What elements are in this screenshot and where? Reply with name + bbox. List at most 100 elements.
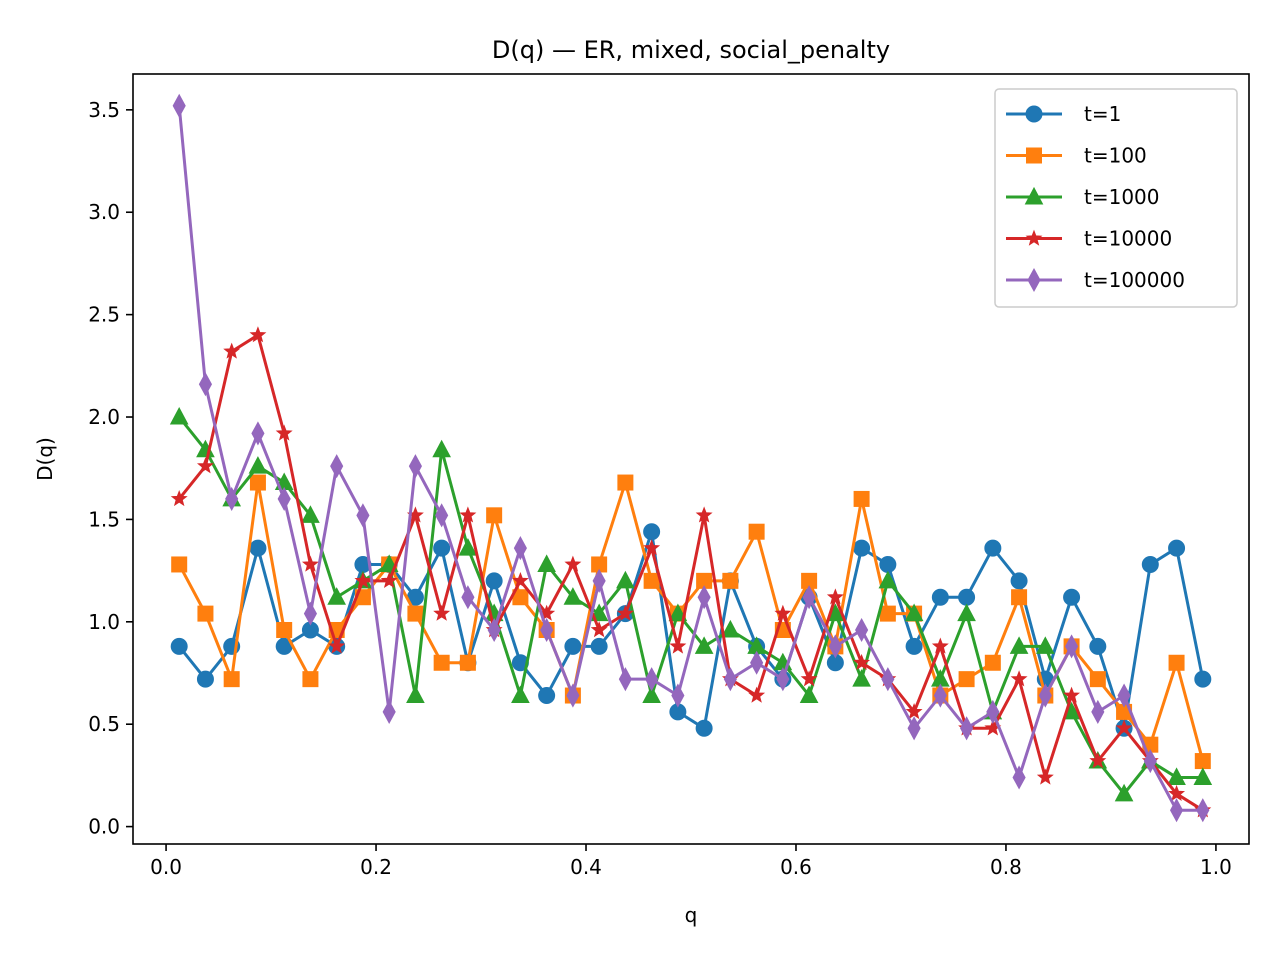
data-point [1036, 768, 1054, 785]
data-point [931, 588, 949, 606]
data-point [197, 605, 214, 622]
data-point [225, 486, 239, 511]
data-point [354, 571, 372, 589]
data-point [172, 93, 186, 118]
data-point [643, 523, 661, 541]
data-point [905, 637, 923, 655]
data-point [432, 439, 451, 458]
data-point [1141, 555, 1159, 573]
legend-marker [1024, 186, 1044, 205]
data-point [931, 637, 949, 654]
data-point [169, 406, 189, 425]
data-point [855, 617, 869, 643]
data-point [407, 605, 424, 622]
data-point [511, 685, 530, 704]
data-point [537, 554, 556, 572]
data-point [590, 621, 608, 638]
y-tick-label: 0.0 [88, 815, 120, 839]
data-point [1065, 634, 1079, 659]
data-point [302, 671, 319, 688]
data-point [487, 617, 501, 643]
data-point [435, 503, 449, 528]
legend-marker [1025, 105, 1043, 123]
data-point [723, 667, 737, 692]
series-line [178, 333, 1204, 812]
data-point [538, 687, 556, 705]
x-tick-label: 0.2 [360, 855, 392, 879]
data-point [853, 653, 871, 670]
y-tick-label: 3.5 [88, 98, 120, 122]
legend-label: t=100000 [1084, 268, 1185, 292]
data-point [249, 539, 267, 557]
data-point [276, 621, 293, 638]
legend-item: t=10000 [1006, 227, 1172, 251]
y-axis-label: D(q) [33, 437, 57, 481]
data-point [853, 539, 871, 557]
data-point [433, 654, 450, 671]
data-point [722, 572, 739, 589]
data-point [776, 667, 790, 692]
data-point [458, 538, 478, 556]
x-tick-label: 0.0 [150, 855, 182, 879]
data-point [380, 571, 398, 589]
data-point [196, 457, 214, 474]
data-point [852, 669, 871, 687]
data-point [616, 570, 635, 589]
data-point [697, 585, 711, 610]
legend-item: t=1000 [1006, 185, 1160, 209]
data-point [800, 670, 818, 687]
data-point [1114, 783, 1134, 802]
data-point [802, 585, 816, 610]
y-tick-label: 1.5 [88, 507, 120, 531]
series-layer [169, 93, 1213, 823]
data-point [694, 636, 714, 654]
data-point [1168, 654, 1185, 671]
data-point [328, 637, 346, 654]
data-point [590, 637, 608, 655]
legend-box [994, 88, 1238, 308]
data-point [592, 568, 606, 593]
x-tick-label: 1.0 [1200, 855, 1232, 879]
data-point [618, 667, 632, 692]
data-point [563, 587, 583, 605]
data-point [826, 588, 844, 605]
data-point [1196, 798, 1210, 823]
data-point [984, 539, 1002, 557]
data-point [327, 587, 347, 605]
data-point [275, 424, 293, 441]
data-point [251, 421, 265, 446]
data-point [879, 605, 896, 622]
data-point [301, 505, 320, 523]
data-point [408, 454, 422, 479]
legend: t=1 t=100 t=1000 t=10000 t=100000 [994, 88, 1238, 308]
y-tick-label: 2.0 [88, 405, 120, 429]
data-point [459, 654, 476, 671]
data-point [406, 685, 425, 704]
y-tick-label: 1.0 [88, 610, 120, 634]
chart-title: D(q) — ER, mixed, social_penalty [492, 36, 890, 64]
data-point [1194, 670, 1212, 688]
data-point [170, 637, 188, 655]
data-point [196, 670, 214, 688]
legend-item: t=100 [1006, 144, 1147, 168]
data-point [1035, 636, 1055, 654]
x-axis: 0.0 0.2 0.4 0.6 0.8 1.0 [150, 844, 1232, 879]
data-point [511, 571, 529, 589]
data-point [669, 637, 687, 654]
data-point [1089, 752, 1107, 769]
data-point [461, 585, 475, 610]
data-point [433, 604, 451, 621]
data-point [382, 699, 396, 724]
legend-label: t=10000 [1084, 227, 1172, 251]
legend-label: t=1 [1084, 102, 1121, 126]
data-point [960, 716, 974, 741]
y-tick-label: 2.5 [88, 303, 120, 327]
series-line [178, 416, 1203, 796]
data-point [904, 603, 924, 622]
data-point [564, 555, 582, 572]
data-point [1143, 749, 1157, 774]
series-line [177, 105, 1203, 812]
data-point [1168, 784, 1186, 802]
data-point [643, 539, 661, 556]
